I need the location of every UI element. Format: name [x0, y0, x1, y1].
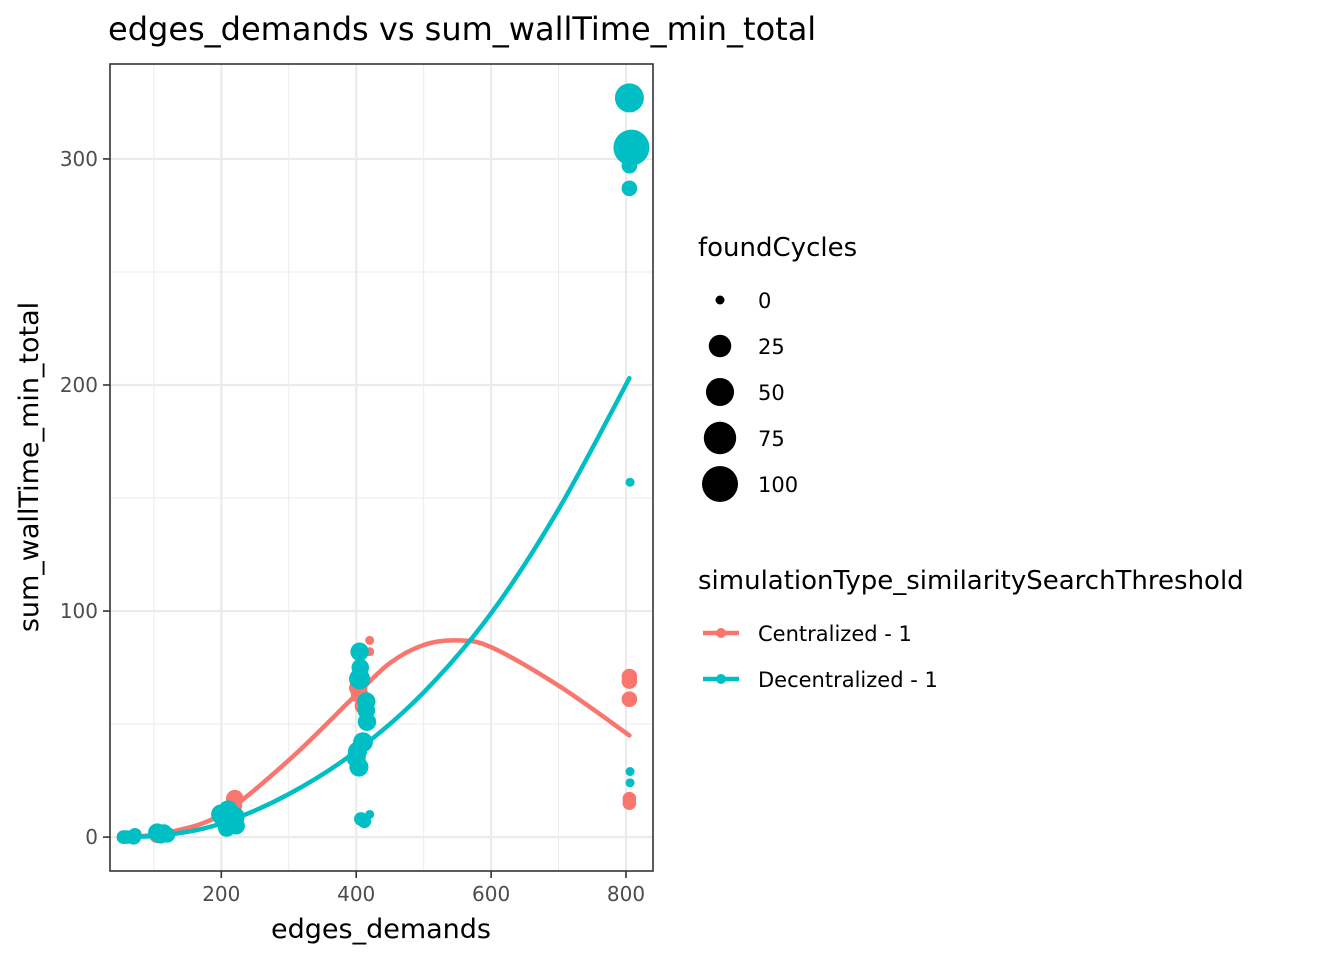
size-legend-label: 75: [758, 427, 785, 451]
color-legend-title: simulationType_similaritySearchThreshold: [698, 566, 1244, 596]
size-legend-key: [703, 421, 737, 455]
data-point: [625, 477, 635, 487]
color-legend-point: [716, 628, 726, 638]
y-tick-label: 100: [60, 599, 98, 623]
color-legend-point: [716, 674, 726, 684]
data-point: [353, 732, 373, 753]
data-point: [365, 635, 375, 645]
data-point: [621, 157, 638, 174]
size-legend-key: [702, 466, 738, 502]
size-legend-label: 50: [758, 381, 785, 405]
data-point: [614, 83, 644, 113]
y-tick-label: 0: [85, 825, 98, 849]
size-legend-label: 0: [758, 289, 771, 313]
size-legend-label: 25: [758, 335, 785, 359]
size-legend-key: [705, 377, 735, 407]
data-point: [159, 827, 176, 843]
y-tick-label: 300: [60, 147, 98, 171]
minor-gridlines: [110, 64, 653, 871]
data-point: [365, 809, 375, 819]
data-points: [116, 83, 650, 845]
data-point: [613, 129, 650, 166]
chart-title: edges_demands vs sum_wallTime_min_total: [108, 10, 816, 48]
data-point: [350, 642, 369, 661]
data-point: [622, 796, 637, 811]
trend-line: [124, 375, 632, 840]
data-point: [625, 767, 635, 777]
data-point: [621, 673, 638, 689]
major-gridlines: [110, 64, 653, 871]
data-point: [351, 658, 370, 677]
x-tick-label: 800: [607, 882, 645, 906]
color-legend: simulationType_similaritySearchThreshold…: [698, 566, 1244, 692]
x-axis-ticks: 200 400 600 800: [202, 871, 645, 906]
data-point: [349, 757, 369, 777]
x-axis-title: edges_demands: [271, 914, 491, 945]
plot-background: [110, 64, 653, 871]
size-legend: foundCycles 0 25 50 75 100: [698, 233, 857, 502]
plot-panel-border: [109, 63, 654, 872]
size-legend-key: [715, 295, 725, 305]
data-point: [621, 691, 638, 708]
x-tick-label: 600: [472, 882, 510, 906]
data-point: [621, 180, 638, 197]
data-point: [625, 778, 635, 788]
size-legend-title: foundCycles: [698, 233, 857, 263]
y-axis-ticks: 0 100 200 300: [60, 147, 110, 849]
data-point: [357, 712, 377, 731]
x-tick-label: 200: [202, 882, 240, 906]
color-legend-label: Decentralized - 1: [758, 668, 938, 692]
data-point: [227, 817, 245, 835]
x-tick-label: 400: [337, 882, 375, 906]
y-axis-title: sum_wallTime_min_total: [14, 302, 45, 632]
color-legend-label: Centralized - 1: [758, 622, 912, 646]
size-legend-label: 100: [758, 473, 798, 497]
data-point: [128, 827, 142, 842]
size-legend-key: [708, 334, 732, 358]
y-tick-label: 200: [60, 373, 98, 397]
